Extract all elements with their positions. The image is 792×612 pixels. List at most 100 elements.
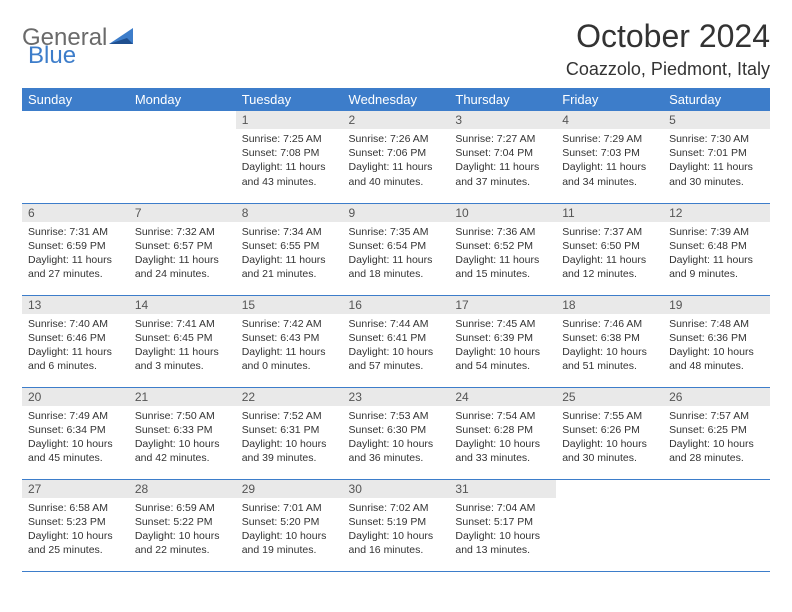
day-detail: Sunrise: 6:58 AMSunset: 5:23 PMDaylight:…	[22, 498, 129, 564]
day-cell: 16Sunrise: 7:44 AMSunset: 6:41 PMDayligh…	[343, 295, 450, 387]
day-header-friday: Friday	[556, 88, 663, 111]
day-detail: Sunrise: 7:35 AMSunset: 6:54 PMDaylight:…	[343, 222, 450, 288]
day-cell: 25Sunrise: 7:55 AMSunset: 6:26 PMDayligh…	[556, 387, 663, 479]
day-number: 9	[343, 204, 450, 222]
empty-cell	[556, 479, 663, 571]
day-number: 8	[236, 204, 343, 222]
day-detail: Sunrise: 7:45 AMSunset: 6:39 PMDaylight:…	[449, 314, 556, 380]
day-cell: 20Sunrise: 7:49 AMSunset: 6:34 PMDayligh…	[22, 387, 129, 479]
day-header-tuesday: Tuesday	[236, 88, 343, 111]
day-detail: Sunrise: 7:25 AMSunset: 7:08 PMDaylight:…	[236, 129, 343, 195]
day-detail: Sunrise: 7:27 AMSunset: 7:04 PMDaylight:…	[449, 129, 556, 195]
day-detail: Sunrise: 7:02 AMSunset: 5:19 PMDaylight:…	[343, 498, 450, 564]
day-number: 18	[556, 296, 663, 314]
day-cell: 22Sunrise: 7:52 AMSunset: 6:31 PMDayligh…	[236, 387, 343, 479]
day-detail: Sunrise: 7:34 AMSunset: 6:55 PMDaylight:…	[236, 222, 343, 288]
day-cell: 31Sunrise: 7:04 AMSunset: 5:17 PMDayligh…	[449, 479, 556, 571]
day-cell: 5Sunrise: 7:30 AMSunset: 7:01 PMDaylight…	[663, 111, 770, 203]
day-detail: Sunrise: 7:29 AMSunset: 7:03 PMDaylight:…	[556, 129, 663, 195]
day-number: 12	[663, 204, 770, 222]
day-detail: Sunrise: 7:04 AMSunset: 5:17 PMDaylight:…	[449, 498, 556, 564]
day-detail: Sunrise: 7:39 AMSunset: 6:48 PMDaylight:…	[663, 222, 770, 288]
day-detail: Sunrise: 7:41 AMSunset: 6:45 PMDaylight:…	[129, 314, 236, 380]
day-detail: Sunrise: 7:46 AMSunset: 6:38 PMDaylight:…	[556, 314, 663, 380]
day-cell: 3Sunrise: 7:27 AMSunset: 7:04 PMDaylight…	[449, 111, 556, 203]
location: Coazzolo, Piedmont, Italy	[566, 59, 770, 80]
day-number: 16	[343, 296, 450, 314]
day-detail: Sunrise: 7:30 AMSunset: 7:01 PMDaylight:…	[663, 129, 770, 195]
day-detail: Sunrise: 7:26 AMSunset: 7:06 PMDaylight:…	[343, 129, 450, 195]
day-cell: 9Sunrise: 7:35 AMSunset: 6:54 PMDaylight…	[343, 203, 450, 295]
day-number: 3	[449, 111, 556, 129]
title-block: October 2024 Coazzolo, Piedmont, Italy	[566, 18, 770, 80]
day-header-sunday: Sunday	[22, 88, 129, 111]
day-number: 25	[556, 388, 663, 406]
day-cell: 6Sunrise: 7:31 AMSunset: 6:59 PMDaylight…	[22, 203, 129, 295]
day-number: 15	[236, 296, 343, 314]
day-header-row: SundayMondayTuesdayWednesdayThursdayFrid…	[22, 88, 770, 111]
day-number: 20	[22, 388, 129, 406]
day-cell: 27Sunrise: 6:58 AMSunset: 5:23 PMDayligh…	[22, 479, 129, 571]
day-number: 21	[129, 388, 236, 406]
day-number: 1	[236, 111, 343, 129]
calendar-table: SundayMondayTuesdayWednesdayThursdayFrid…	[22, 88, 770, 572]
day-cell: 26Sunrise: 7:57 AMSunset: 6:25 PMDayligh…	[663, 387, 770, 479]
day-detail: Sunrise: 7:54 AMSunset: 6:28 PMDaylight:…	[449, 406, 556, 472]
day-number: 11	[556, 204, 663, 222]
day-number: 22	[236, 388, 343, 406]
day-number: 4	[556, 111, 663, 129]
day-number: 7	[129, 204, 236, 222]
day-number: 26	[663, 388, 770, 406]
day-cell: 2Sunrise: 7:26 AMSunset: 7:06 PMDaylight…	[343, 111, 450, 203]
day-cell: 11Sunrise: 7:37 AMSunset: 6:50 PMDayligh…	[556, 203, 663, 295]
day-number: 5	[663, 111, 770, 129]
day-cell: 18Sunrise: 7:46 AMSunset: 6:38 PMDayligh…	[556, 295, 663, 387]
day-cell: 30Sunrise: 7:02 AMSunset: 5:19 PMDayligh…	[343, 479, 450, 571]
week-row: 27Sunrise: 6:58 AMSunset: 5:23 PMDayligh…	[22, 479, 770, 571]
empty-cell	[129, 111, 236, 203]
day-cell: 1Sunrise: 7:25 AMSunset: 7:08 PMDaylight…	[236, 111, 343, 203]
day-number: 27	[22, 480, 129, 498]
day-number: 29	[236, 480, 343, 498]
day-detail: Sunrise: 6:59 AMSunset: 5:22 PMDaylight:…	[129, 498, 236, 564]
day-cell: 12Sunrise: 7:39 AMSunset: 6:48 PMDayligh…	[663, 203, 770, 295]
day-number: 30	[343, 480, 450, 498]
day-cell: 4Sunrise: 7:29 AMSunset: 7:03 PMDaylight…	[556, 111, 663, 203]
day-number: 6	[22, 204, 129, 222]
day-number: 23	[343, 388, 450, 406]
day-cell: 29Sunrise: 7:01 AMSunset: 5:20 PMDayligh…	[236, 479, 343, 571]
day-detail: Sunrise: 7:50 AMSunset: 6:33 PMDaylight:…	[129, 406, 236, 472]
day-detail: Sunrise: 7:01 AMSunset: 5:20 PMDaylight:…	[236, 498, 343, 564]
day-detail: Sunrise: 7:55 AMSunset: 6:26 PMDaylight:…	[556, 406, 663, 472]
day-header-wednesday: Wednesday	[343, 88, 450, 111]
day-detail: Sunrise: 7:36 AMSunset: 6:52 PMDaylight:…	[449, 222, 556, 288]
day-number: 28	[129, 480, 236, 498]
empty-cell	[22, 111, 129, 203]
week-row: 20Sunrise: 7:49 AMSunset: 6:34 PMDayligh…	[22, 387, 770, 479]
day-detail: Sunrise: 7:52 AMSunset: 6:31 PMDaylight:…	[236, 406, 343, 472]
day-cell: 13Sunrise: 7:40 AMSunset: 6:46 PMDayligh…	[22, 295, 129, 387]
day-detail: Sunrise: 7:49 AMSunset: 6:34 PMDaylight:…	[22, 406, 129, 472]
day-cell: 21Sunrise: 7:50 AMSunset: 6:33 PMDayligh…	[129, 387, 236, 479]
header: General October 2024 Coazzolo, Piedmont,…	[22, 18, 770, 80]
day-cell: 17Sunrise: 7:45 AMSunset: 6:39 PMDayligh…	[449, 295, 556, 387]
day-cell: 24Sunrise: 7:54 AMSunset: 6:28 PMDayligh…	[449, 387, 556, 479]
logo-triangle-icon	[109, 26, 137, 51]
day-number: 31	[449, 480, 556, 498]
day-detail: Sunrise: 7:37 AMSunset: 6:50 PMDaylight:…	[556, 222, 663, 288]
week-row: 13Sunrise: 7:40 AMSunset: 6:46 PMDayligh…	[22, 295, 770, 387]
day-detail: Sunrise: 7:44 AMSunset: 6:41 PMDaylight:…	[343, 314, 450, 380]
day-cell: 8Sunrise: 7:34 AMSunset: 6:55 PMDaylight…	[236, 203, 343, 295]
day-header-monday: Monday	[129, 88, 236, 111]
day-number: 10	[449, 204, 556, 222]
day-detail: Sunrise: 7:57 AMSunset: 6:25 PMDaylight:…	[663, 406, 770, 472]
day-number: 19	[663, 296, 770, 314]
week-row: 1Sunrise: 7:25 AMSunset: 7:08 PMDaylight…	[22, 111, 770, 203]
day-detail: Sunrise: 7:42 AMSunset: 6:43 PMDaylight:…	[236, 314, 343, 380]
empty-cell	[663, 479, 770, 571]
week-row: 6Sunrise: 7:31 AMSunset: 6:59 PMDaylight…	[22, 203, 770, 295]
day-detail: Sunrise: 7:53 AMSunset: 6:30 PMDaylight:…	[343, 406, 450, 472]
day-detail: Sunrise: 7:32 AMSunset: 6:57 PMDaylight:…	[129, 222, 236, 288]
day-cell: 10Sunrise: 7:36 AMSunset: 6:52 PMDayligh…	[449, 203, 556, 295]
day-cell: 15Sunrise: 7:42 AMSunset: 6:43 PMDayligh…	[236, 295, 343, 387]
